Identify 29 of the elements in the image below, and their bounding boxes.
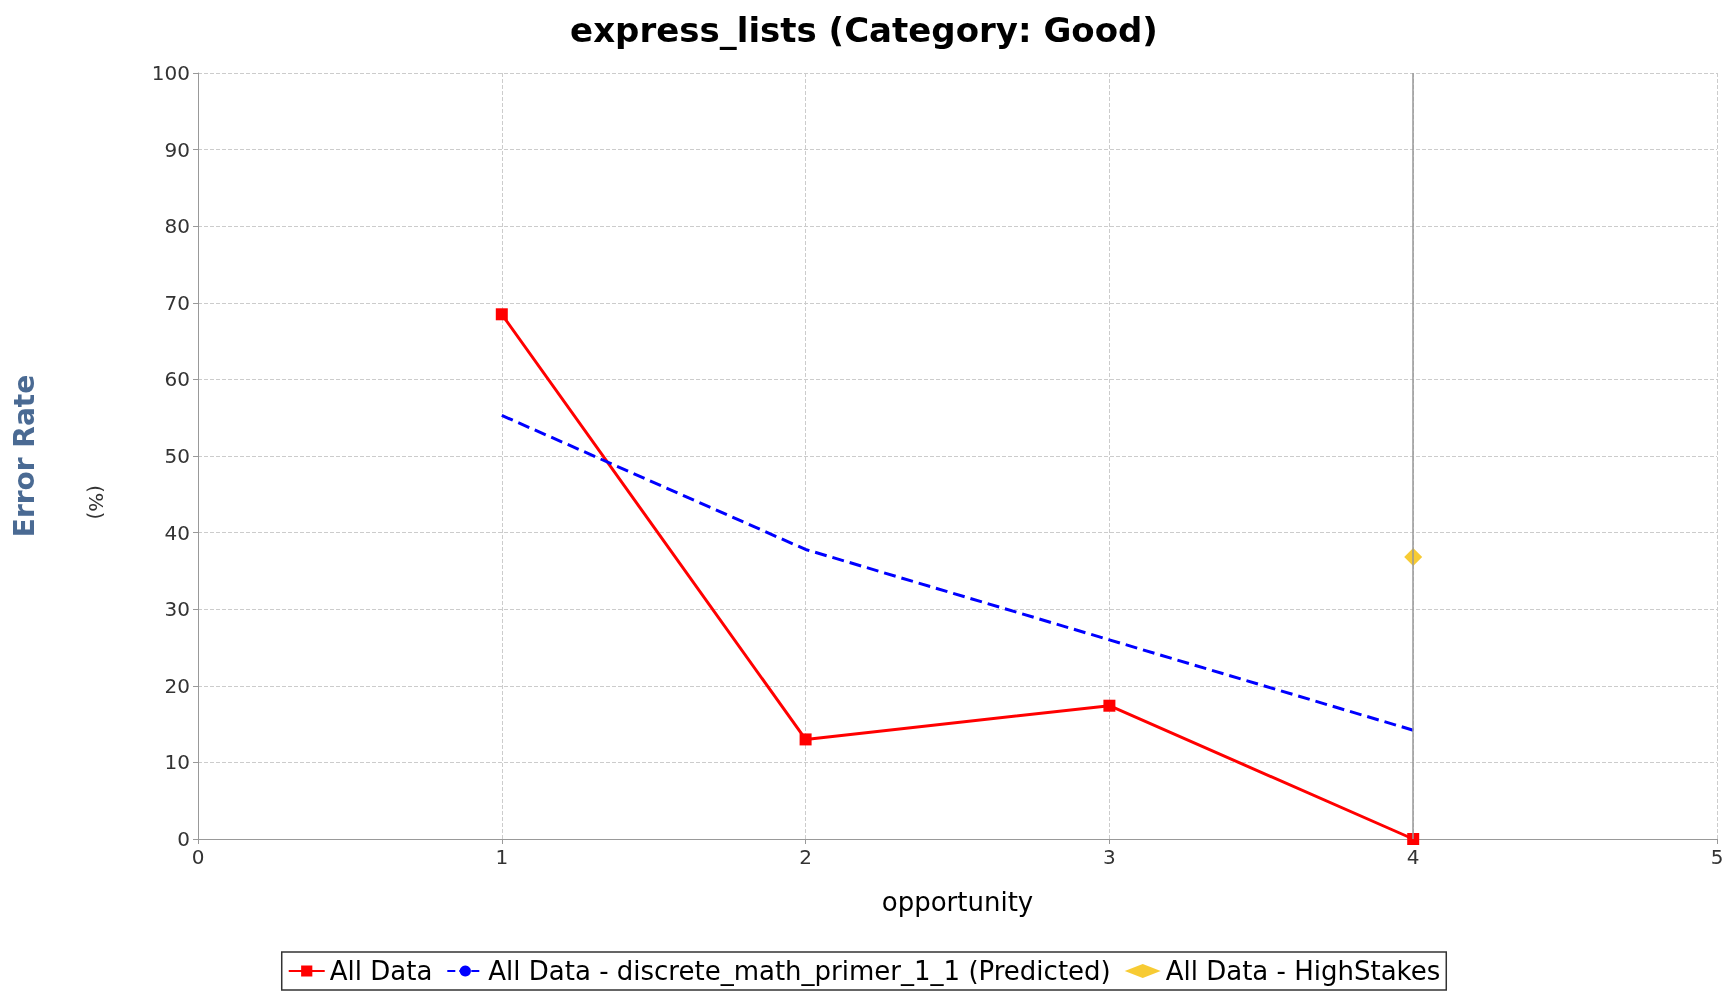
y-tick-label: 100 [151,61,190,85]
legend-label: All Data - HighStakes [1165,956,1441,986]
y-axis-title: Error Rate [7,374,41,538]
point [799,733,812,746]
y-tick-label: 60 [164,367,190,392]
y-tick-label: 10 [164,750,190,775]
x-tick-label: 3 [1103,845,1116,869]
legend-label: All Data [329,956,433,986]
point [495,308,508,321]
x-axis-title: opportunity [881,887,1034,917]
point [1407,833,1420,845]
x-tick-label: 2 [799,845,812,869]
y-tick-label: 40 [164,520,190,545]
x-tick-label: 4 [1406,845,1420,869]
y-tick-label: 50 [164,444,190,468]
y-tick-label: 90 [164,137,190,162]
line-series [500,413,1415,732]
y-tick-label: 0 [177,827,190,851]
x-tick-label: 1 [495,845,509,869]
legend-label: All Data - discrete_math_primer_1_1 (Predicted) [488,956,1111,986]
y-tick-label: 70 [164,290,190,315]
y-tick-label: 30 [164,597,190,622]
y-tick-label: 80 [164,214,190,239]
x-tick-label: 0 [191,845,205,869]
point [1103,699,1116,712]
x-tick-label: 5 [1710,845,1724,869]
y-tick-label: 20 [164,673,190,698]
text: (%) [84,485,108,520]
chart-title: express_lists (Category: Good) [570,10,1158,50]
